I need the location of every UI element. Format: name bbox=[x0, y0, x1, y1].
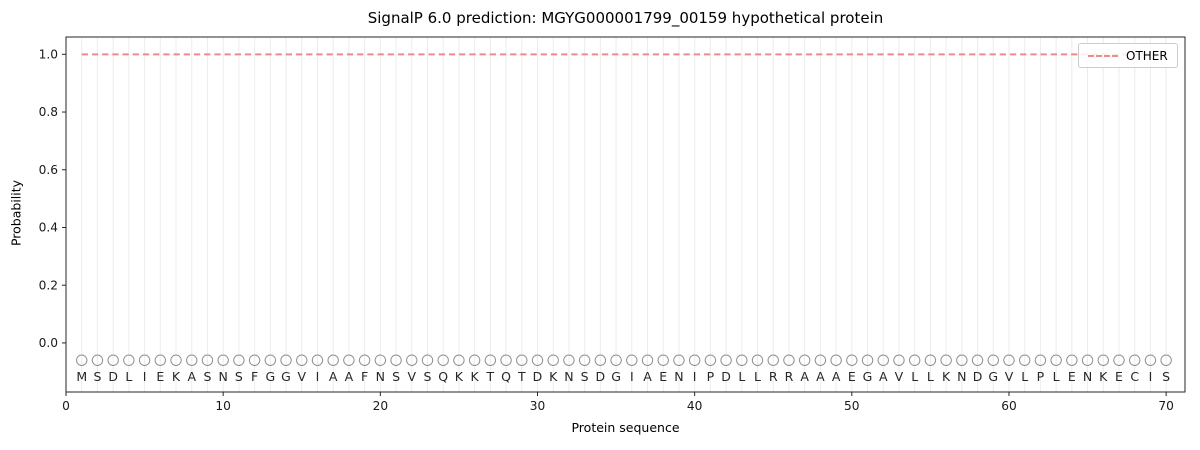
x-tick-label: 60 bbox=[1001, 399, 1017, 413]
sequence-letter: L bbox=[125, 369, 132, 384]
chart-title: SignalP 6.0 prediction: MGYG000001799_00… bbox=[367, 9, 884, 27]
sequence-letter: L bbox=[911, 369, 918, 384]
y-tick-label: 0.4 bbox=[39, 221, 59, 235]
sequence-letter: M bbox=[76, 369, 87, 384]
y-tick-label: 0.8 bbox=[39, 105, 58, 119]
sequence-letter: N bbox=[957, 369, 966, 384]
x-tick-label: 10 bbox=[215, 399, 231, 413]
sequence-letter: K bbox=[942, 369, 951, 384]
sequence-letter: A bbox=[643, 369, 652, 384]
sequence-letter: K bbox=[549, 369, 558, 384]
sequence-letter: L bbox=[1021, 369, 1028, 384]
sequence-letter: N bbox=[564, 369, 573, 384]
sequence-letter: A bbox=[187, 369, 196, 384]
y-tick-label: 1.0 bbox=[39, 48, 58, 62]
sequence-letter: F bbox=[361, 369, 368, 384]
sequence-letter: D bbox=[533, 369, 543, 384]
sequence-letter: I bbox=[1149, 369, 1153, 384]
sequence-letter: V bbox=[1005, 369, 1014, 384]
sequence-letter: A bbox=[345, 369, 354, 384]
y-tick-label: 0.6 bbox=[39, 163, 58, 177]
sequence-letter: L bbox=[754, 369, 761, 384]
sequence-letter: T bbox=[517, 369, 526, 384]
sequence-letter: E bbox=[1068, 369, 1076, 384]
sequence-letter: S bbox=[203, 369, 211, 384]
sequence-letter: E bbox=[659, 369, 667, 384]
sequence-letter: I bbox=[630, 369, 634, 384]
sequence-letter: G bbox=[988, 369, 998, 384]
legend: OTHER bbox=[1078, 43, 1178, 68]
sequence-letter: A bbox=[879, 369, 888, 384]
sequence-letter: V bbox=[407, 369, 416, 384]
sequence-letter: G bbox=[265, 369, 275, 384]
y-axis-ticks: 0.0 0.2 0.4 0.6 0.8 1.0 bbox=[39, 48, 66, 350]
sequence-letter: N bbox=[218, 369, 227, 384]
sequence-letter: L bbox=[738, 369, 745, 384]
sequence-letter: S bbox=[93, 369, 101, 384]
sequence-letter: N bbox=[1083, 369, 1092, 384]
sequence-letter: P bbox=[707, 369, 715, 384]
x-tick-label: 50 bbox=[844, 399, 860, 413]
sequence-letter: D bbox=[108, 369, 118, 384]
sequence-letter: P bbox=[1037, 369, 1045, 384]
sequence-letter: E bbox=[156, 369, 164, 384]
sequence-letter: I bbox=[693, 369, 697, 384]
x-tick-label: 30 bbox=[530, 399, 546, 413]
sequence-letter: I bbox=[316, 369, 320, 384]
sequence-letter: Q bbox=[438, 369, 448, 384]
sequence-letter: A bbox=[800, 369, 809, 384]
sequence-letter: S bbox=[581, 369, 589, 384]
y-tick-label: 0.0 bbox=[39, 336, 58, 350]
sequence-letter: G bbox=[863, 369, 873, 384]
x-axis-ticks: 0 10 20 30 40 50 60 70 bbox=[62, 392, 1174, 413]
legend-dashed-line-icon bbox=[1088, 54, 1118, 57]
sequence-letter: S bbox=[235, 369, 243, 384]
sequence-letter: A bbox=[816, 369, 825, 384]
sequence-letter: K bbox=[1099, 369, 1108, 384]
sequence-letter: E bbox=[848, 369, 856, 384]
gridlines bbox=[81, 37, 1167, 392]
sequence-letter: T bbox=[486, 369, 495, 384]
sequence-letter: C bbox=[1130, 369, 1139, 384]
x-tick-label: 0 bbox=[62, 399, 70, 413]
sequence-letter: S bbox=[424, 369, 432, 384]
sequence-letter: S bbox=[392, 369, 400, 384]
y-tick-label: 0.2 bbox=[39, 278, 58, 292]
sequence-letter: G bbox=[281, 369, 291, 384]
sequence-letter: A bbox=[832, 369, 841, 384]
sequence-letter: A bbox=[329, 369, 338, 384]
sequence-letter: R bbox=[769, 369, 778, 384]
sequence-letter: N bbox=[376, 369, 385, 384]
sequence-letter: V bbox=[895, 369, 904, 384]
sequence-letter: R bbox=[785, 369, 794, 384]
sequence-letter: I bbox=[143, 369, 147, 384]
x-tick-label: 40 bbox=[687, 399, 703, 413]
x-axis-label: Protein sequence bbox=[571, 420, 680, 435]
sequence-letter: E bbox=[1115, 369, 1123, 384]
sequence-letter: K bbox=[455, 369, 464, 384]
sequence-letter: D bbox=[596, 369, 606, 384]
sequence-letter: V bbox=[297, 369, 306, 384]
sequence-letter: D bbox=[721, 369, 731, 384]
sequence-letter: N bbox=[674, 369, 683, 384]
axes-spines bbox=[65, 36, 1186, 393]
sequence-letter: S bbox=[1162, 369, 1170, 384]
x-tick-label: 20 bbox=[373, 399, 389, 413]
sequence-letter: L bbox=[927, 369, 934, 384]
sequence-letter: G bbox=[611, 369, 621, 384]
sequence-letter: K bbox=[172, 369, 181, 384]
sequence-letter: L bbox=[1053, 369, 1060, 384]
residue-markers bbox=[76, 354, 1172, 366]
sequence-letter: Q bbox=[501, 369, 511, 384]
sequence-letter: K bbox=[471, 369, 480, 384]
x-tick-label: 70 bbox=[1158, 399, 1174, 413]
sequence-letter: D bbox=[973, 369, 983, 384]
legend-entry-label: OTHER bbox=[1126, 48, 1168, 63]
sequence-letter: F bbox=[251, 369, 258, 384]
